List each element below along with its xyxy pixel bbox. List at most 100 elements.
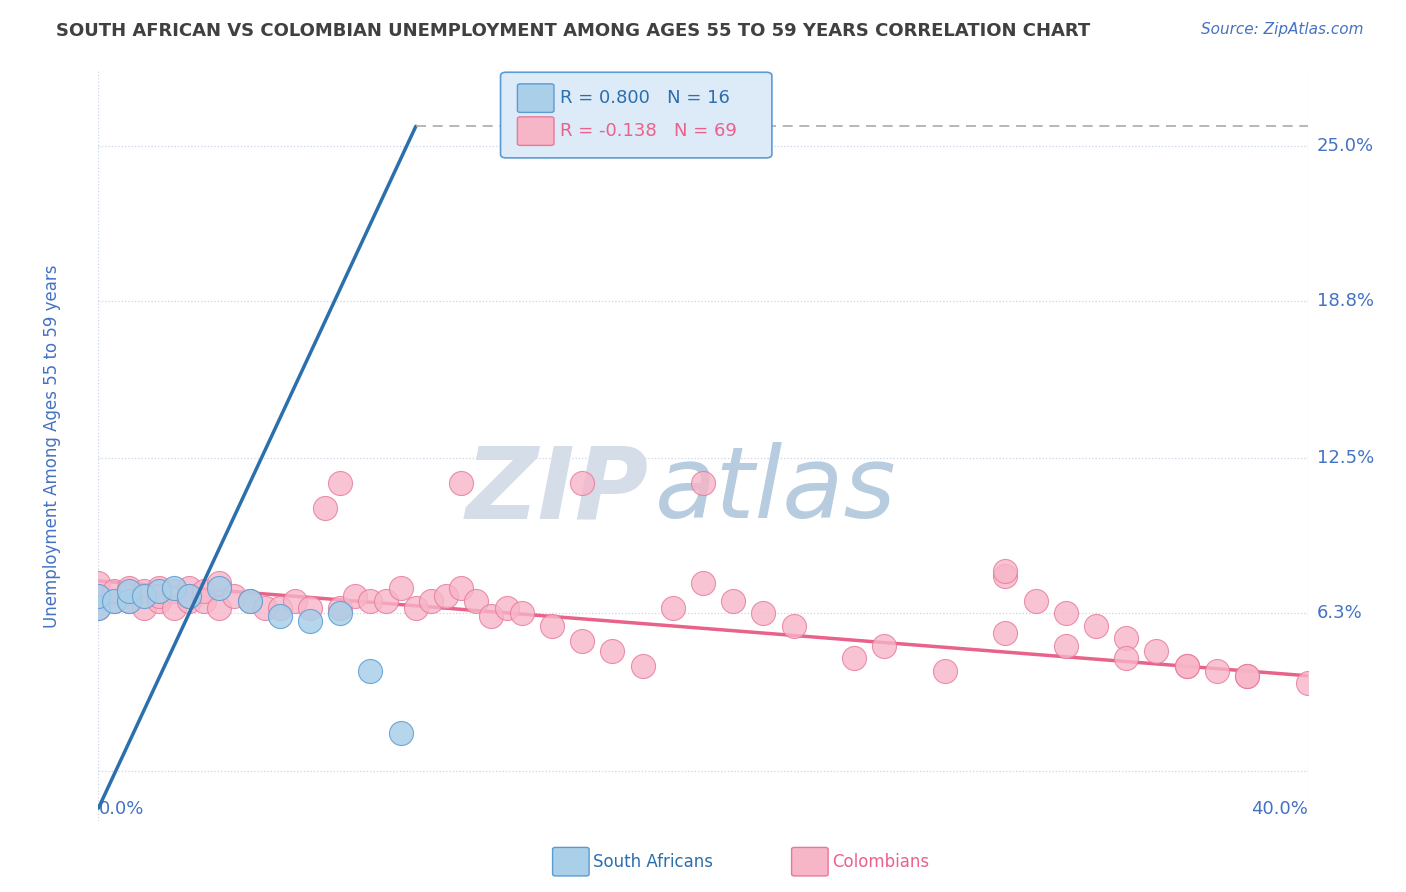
- Point: [934, 664, 956, 678]
- Point: [208, 576, 231, 591]
- Point: [299, 601, 322, 615]
- Point: [723, 594, 745, 608]
- Point: [87, 601, 110, 615]
- Point: [269, 608, 291, 623]
- Point: [179, 582, 201, 596]
- Point: [994, 626, 1017, 640]
- Point: [510, 607, 533, 621]
- Point: [87, 601, 110, 615]
- Text: 6.3%: 6.3%: [1316, 605, 1362, 623]
- Point: [179, 589, 201, 603]
- Point: [1115, 632, 1137, 646]
- Text: R = 0.800   N = 16: R = 0.800 N = 16: [560, 89, 730, 107]
- Point: [179, 589, 201, 603]
- Point: [87, 589, 110, 603]
- Point: [329, 601, 352, 615]
- Point: [314, 501, 336, 516]
- Point: [540, 619, 562, 633]
- Point: [873, 639, 896, 653]
- Point: [481, 608, 503, 623]
- Point: [1236, 669, 1258, 683]
- Point: [148, 583, 170, 598]
- Point: [1175, 658, 1198, 673]
- Point: [132, 589, 155, 603]
- Point: [179, 594, 201, 608]
- Point: [783, 619, 806, 633]
- Point: [103, 583, 125, 598]
- Text: ZIP: ZIP: [465, 442, 648, 540]
- Point: [148, 594, 170, 608]
- Point: [1115, 651, 1137, 665]
- Point: [571, 633, 593, 648]
- Point: [692, 476, 714, 491]
- Point: [163, 583, 186, 598]
- Point: [1144, 644, 1167, 658]
- Point: [193, 594, 215, 608]
- Point: [148, 589, 170, 603]
- Point: [118, 583, 141, 598]
- Text: Source: ZipAtlas.com: Source: ZipAtlas.com: [1201, 22, 1364, 37]
- Point: [1236, 669, 1258, 683]
- Point: [163, 582, 186, 596]
- Point: [269, 601, 291, 615]
- Point: [360, 664, 382, 678]
- Point: [692, 576, 714, 591]
- Point: [87, 576, 110, 591]
- Point: [389, 726, 412, 740]
- Point: [994, 569, 1017, 583]
- Point: [132, 601, 155, 615]
- Point: [103, 594, 125, 608]
- Text: 12.5%: 12.5%: [1316, 450, 1374, 467]
- Point: [1054, 639, 1077, 653]
- Point: [118, 594, 141, 608]
- Point: [1024, 594, 1046, 608]
- Point: [299, 614, 322, 628]
- Point: [253, 601, 276, 615]
- Text: 0.0%: 0.0%: [98, 800, 143, 818]
- Point: [163, 601, 186, 615]
- Point: [208, 582, 231, 596]
- Point: [148, 582, 170, 596]
- Point: [420, 594, 443, 608]
- Point: [631, 658, 654, 673]
- Text: Colombians: Colombians: [832, 853, 929, 871]
- Point: [374, 594, 396, 608]
- Point: [239, 594, 262, 608]
- Point: [450, 582, 472, 596]
- Point: [602, 644, 624, 658]
- Point: [360, 594, 382, 608]
- Point: [329, 607, 352, 621]
- Point: [994, 564, 1017, 578]
- Text: R = -0.138   N = 69: R = -0.138 N = 69: [560, 122, 737, 140]
- Point: [87, 589, 110, 603]
- Text: Unemployment Among Ages 55 to 59 years: Unemployment Among Ages 55 to 59 years: [44, 264, 62, 628]
- Text: 18.8%: 18.8%: [1316, 293, 1374, 310]
- Point: [465, 594, 488, 608]
- Point: [1054, 607, 1077, 621]
- Text: South Africans: South Africans: [593, 853, 713, 871]
- Point: [450, 476, 472, 491]
- Point: [103, 594, 125, 608]
- Point: [434, 589, 457, 603]
- Point: [208, 601, 231, 615]
- Point: [132, 583, 155, 598]
- Text: atlas: atlas: [655, 442, 896, 540]
- Point: [344, 589, 367, 603]
- Point: [844, 651, 866, 665]
- Point: [1085, 619, 1108, 633]
- Point: [1175, 658, 1198, 673]
- Point: [329, 476, 352, 491]
- Point: [1296, 676, 1319, 690]
- Point: [571, 476, 593, 491]
- Point: [224, 589, 246, 603]
- Point: [118, 582, 141, 596]
- Point: [389, 582, 412, 596]
- Point: [405, 601, 427, 615]
- Text: SOUTH AFRICAN VS COLOMBIAN UNEMPLOYMENT AMONG AGES 55 TO 59 YEARS CORRELATION CH: SOUTH AFRICAN VS COLOMBIAN UNEMPLOYMENT …: [56, 22, 1091, 40]
- Point: [118, 594, 141, 608]
- Point: [495, 601, 517, 615]
- Point: [752, 607, 775, 621]
- Point: [239, 594, 262, 608]
- Point: [193, 583, 215, 598]
- Point: [118, 589, 141, 603]
